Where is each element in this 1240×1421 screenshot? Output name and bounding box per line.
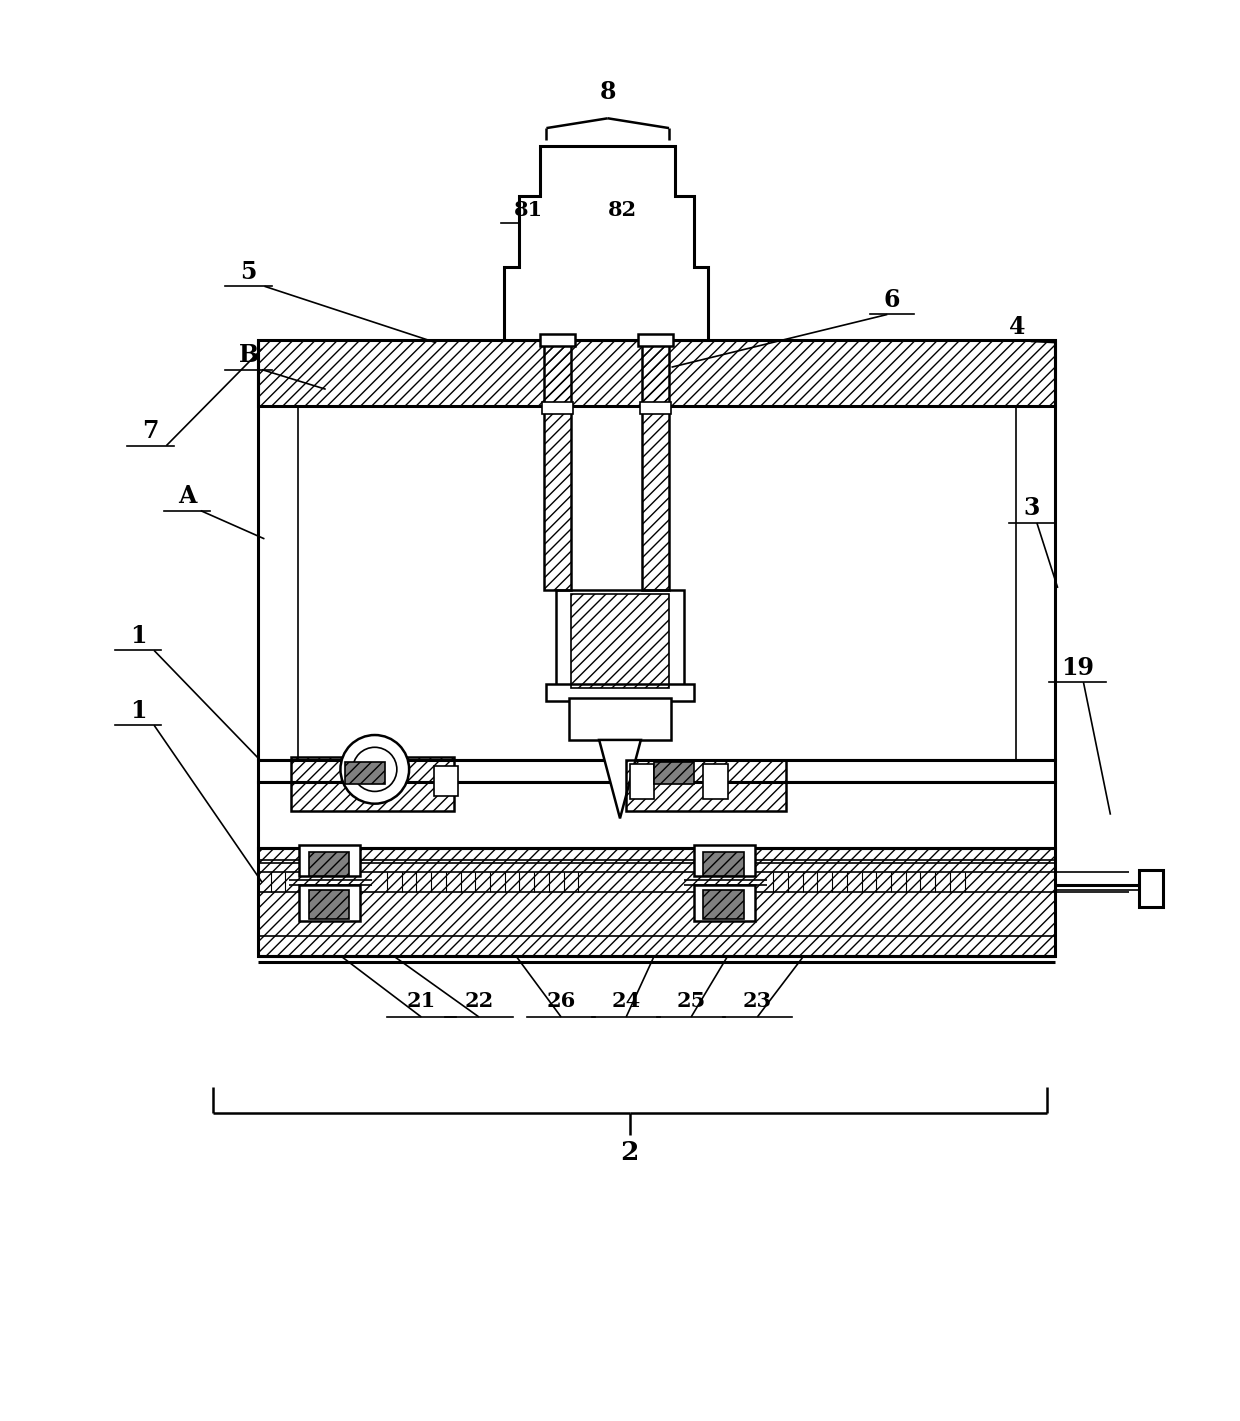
Text: 1: 1 [130, 624, 146, 648]
Bar [434, 766, 458, 796]
Bar [258, 340, 1055, 406]
Bar [541, 334, 574, 347]
Bar [258, 760, 1055, 782]
Bar [703, 764, 728, 799]
Bar [547, 684, 693, 701]
Text: 7: 7 [143, 419, 159, 443]
Bar [544, 340, 570, 590]
Bar [639, 334, 673, 347]
Bar [655, 762, 693, 784]
Bar [542, 402, 573, 414]
Text: 2: 2 [621, 1140, 639, 1165]
Text: 25: 25 [677, 990, 706, 1010]
Bar [557, 590, 683, 688]
Bar [258, 782, 1055, 848]
Text: 5: 5 [241, 260, 257, 284]
Text: 22: 22 [464, 990, 494, 1010]
Text: 4: 4 [1009, 315, 1025, 340]
Text: 26: 26 [547, 990, 575, 1010]
Bar [703, 851, 744, 875]
Bar [299, 845, 360, 875]
Polygon shape [599, 740, 641, 818]
Text: 3: 3 [1024, 496, 1040, 520]
Bar [630, 764, 655, 799]
Bar [568, 698, 672, 740]
Text: 21: 21 [407, 990, 436, 1010]
Bar [258, 848, 1055, 956]
Text: 24: 24 [611, 990, 641, 1010]
Bar [693, 845, 755, 875]
Text: A: A [179, 485, 196, 509]
Bar [309, 890, 348, 919]
Text: 1: 1 [130, 699, 146, 723]
Text: 19: 19 [1061, 657, 1094, 679]
Text: 8: 8 [599, 80, 616, 104]
Bar [642, 340, 670, 590]
Text: 82: 82 [608, 200, 637, 220]
Bar [570, 594, 670, 688]
Bar [346, 762, 384, 784]
Bar [626, 760, 785, 811]
Bar [309, 851, 348, 875]
Bar [693, 885, 755, 921]
Polygon shape [503, 146, 708, 340]
Bar [1138, 870, 1163, 907]
Text: 6: 6 [884, 288, 900, 313]
Bar [640, 402, 672, 414]
Text: 23: 23 [743, 990, 771, 1010]
Circle shape [341, 735, 409, 804]
Bar [299, 885, 360, 921]
Bar [703, 890, 744, 919]
Bar [291, 757, 455, 811]
Text: B: B [238, 344, 258, 367]
Text: 81: 81 [513, 200, 543, 220]
